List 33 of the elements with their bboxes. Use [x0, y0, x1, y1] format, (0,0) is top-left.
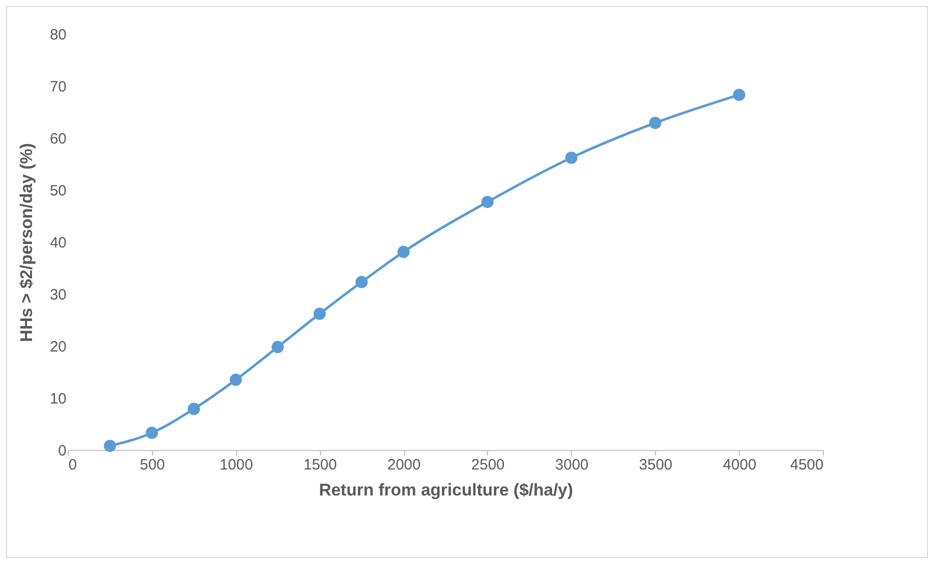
x-tick-label: 500 [140, 456, 165, 474]
point [314, 308, 326, 320]
point [230, 374, 242, 386]
point [481, 196, 494, 208]
point [397, 246, 410, 258]
y-tick-label: 60 [50, 130, 66, 148]
point [104, 440, 116, 452]
x-tick-label: 2500 [471, 456, 505, 474]
point [355, 276, 368, 288]
point [732, 88, 746, 101]
x-axis-title: Return from agriculture ($/ha/y) [318, 480, 574, 500]
y-tick-label: 80 [50, 26, 66, 44]
point [649, 116, 662, 130]
x-tick-label: 0 [68, 456, 77, 474]
y-tick-label: 70 [50, 78, 66, 96]
point [272, 340, 284, 354]
x-tick-label: 1500 [303, 456, 337, 474]
y-axis-title: HHs > $2/person/day (%) [16, 143, 36, 342]
y-tick-label: 0 [58, 442, 66, 460]
x-tick-label: 3500 [639, 456, 672, 474]
y-tick-label: 20 [50, 338, 66, 356]
y-tick-label: 50 [50, 182, 66, 200]
point [565, 152, 578, 164]
point [188, 402, 200, 416]
x-tick-label: 2000 [387, 456, 421, 474]
x-tick-label: 4500 [790, 456, 824, 474]
x-tick-label: 4000 [722, 456, 756, 474]
x-tick-label: 1000 [220, 456, 253, 474]
y-tick-label: 30 [50, 286, 66, 304]
y-tick-label: 10 [50, 390, 66, 408]
x-tick-label: 3000 [555, 456, 589, 474]
point [146, 426, 158, 439]
y-tick-label: 40 [50, 234, 66, 252]
